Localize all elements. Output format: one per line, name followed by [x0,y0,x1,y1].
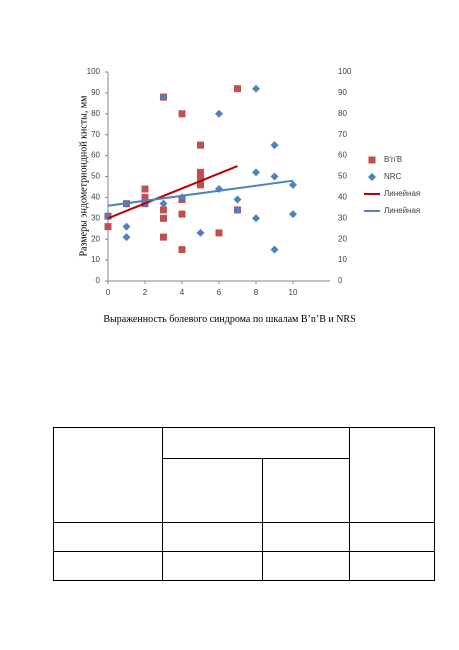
x-tick-label: 10 [289,288,298,297]
y2-tick-label: 60 [338,151,347,160]
point [368,173,376,181]
y-tick-label: 90 [91,88,100,97]
y2-tick-label: 30 [338,213,347,222]
point [252,84,260,93]
trendline [107,179,294,207]
point [234,85,241,93]
chart: Размеры эндометриоидной кисты, мм 010203… [78,67,420,297]
point [178,210,186,218]
x-tick-label: 2 [143,288,148,297]
cell [161,427,351,459]
point [178,110,186,118]
y2-tick-label: 10 [338,255,347,264]
x-tick-label: 0 [106,288,111,297]
cell [262,551,351,581]
legend-label: NRC [384,172,402,181]
cell [262,458,351,523]
point [159,199,168,208]
legend-label: B'n'B [384,155,402,164]
trendline [107,165,238,220]
point [289,180,297,189]
point [160,214,167,222]
point [122,233,131,242]
point [104,223,112,231]
point [252,168,260,177]
y-tick-label: 60 [91,151,100,160]
y2-tick-label: 40 [338,193,347,202]
point [178,246,186,254]
table [53,427,435,581]
y-tick-label: 50 [91,172,100,181]
y-tick-label: 0 [96,276,101,285]
point [197,141,204,149]
cell [349,522,435,552]
point [215,109,223,118]
point [122,222,131,231]
y2-tick-label: 100 [338,67,352,76]
cell [161,551,264,581]
x-tick-label: 8 [254,288,259,297]
point [233,205,242,214]
x-tick-label: 4 [180,288,185,297]
point [270,245,279,254]
y-tick-label: 100 [87,67,101,76]
y-axis-label: Размеры эндометриоидной кисты, мм [78,95,89,257]
point [159,93,168,102]
point [141,193,149,201]
y-tick-label: 30 [91,213,100,222]
point [196,228,205,237]
cell [262,522,351,552]
cell [349,427,435,523]
point [270,141,279,150]
y2-tick-label: 50 [338,172,347,181]
cell [53,427,163,523]
point [197,168,204,176]
point [368,156,376,164]
chart-caption: Выраженность болевого синдрома по шкалам… [103,314,356,325]
y-tick-label: 80 [91,109,100,118]
y-tick-label: 10 [91,255,100,264]
point [270,172,279,181]
point [141,185,149,193]
cell [349,551,435,581]
point [197,175,204,183]
point [289,210,297,219]
y-tick-label: 40 [91,193,100,202]
point [160,206,167,214]
point [252,214,260,223]
cell [53,551,163,581]
y-tick-label: 70 [91,130,100,139]
legend-label: Линейная [384,189,420,198]
cell [161,522,264,552]
y2-tick-label: 80 [338,109,347,118]
y-tick-label: 20 [91,234,100,243]
y2-tick-label: 90 [338,88,347,97]
cell [161,458,264,523]
point [233,195,242,204]
point [197,181,204,189]
legend-label: Линейная [384,206,420,215]
point [215,229,223,237]
x-tick-label: 6 [217,288,222,297]
point [160,233,167,241]
cell [53,522,163,552]
y2-tick-label: 0 [338,276,343,285]
y2-tick-label: 20 [338,234,347,243]
y2-tick-label: 70 [338,130,347,139]
